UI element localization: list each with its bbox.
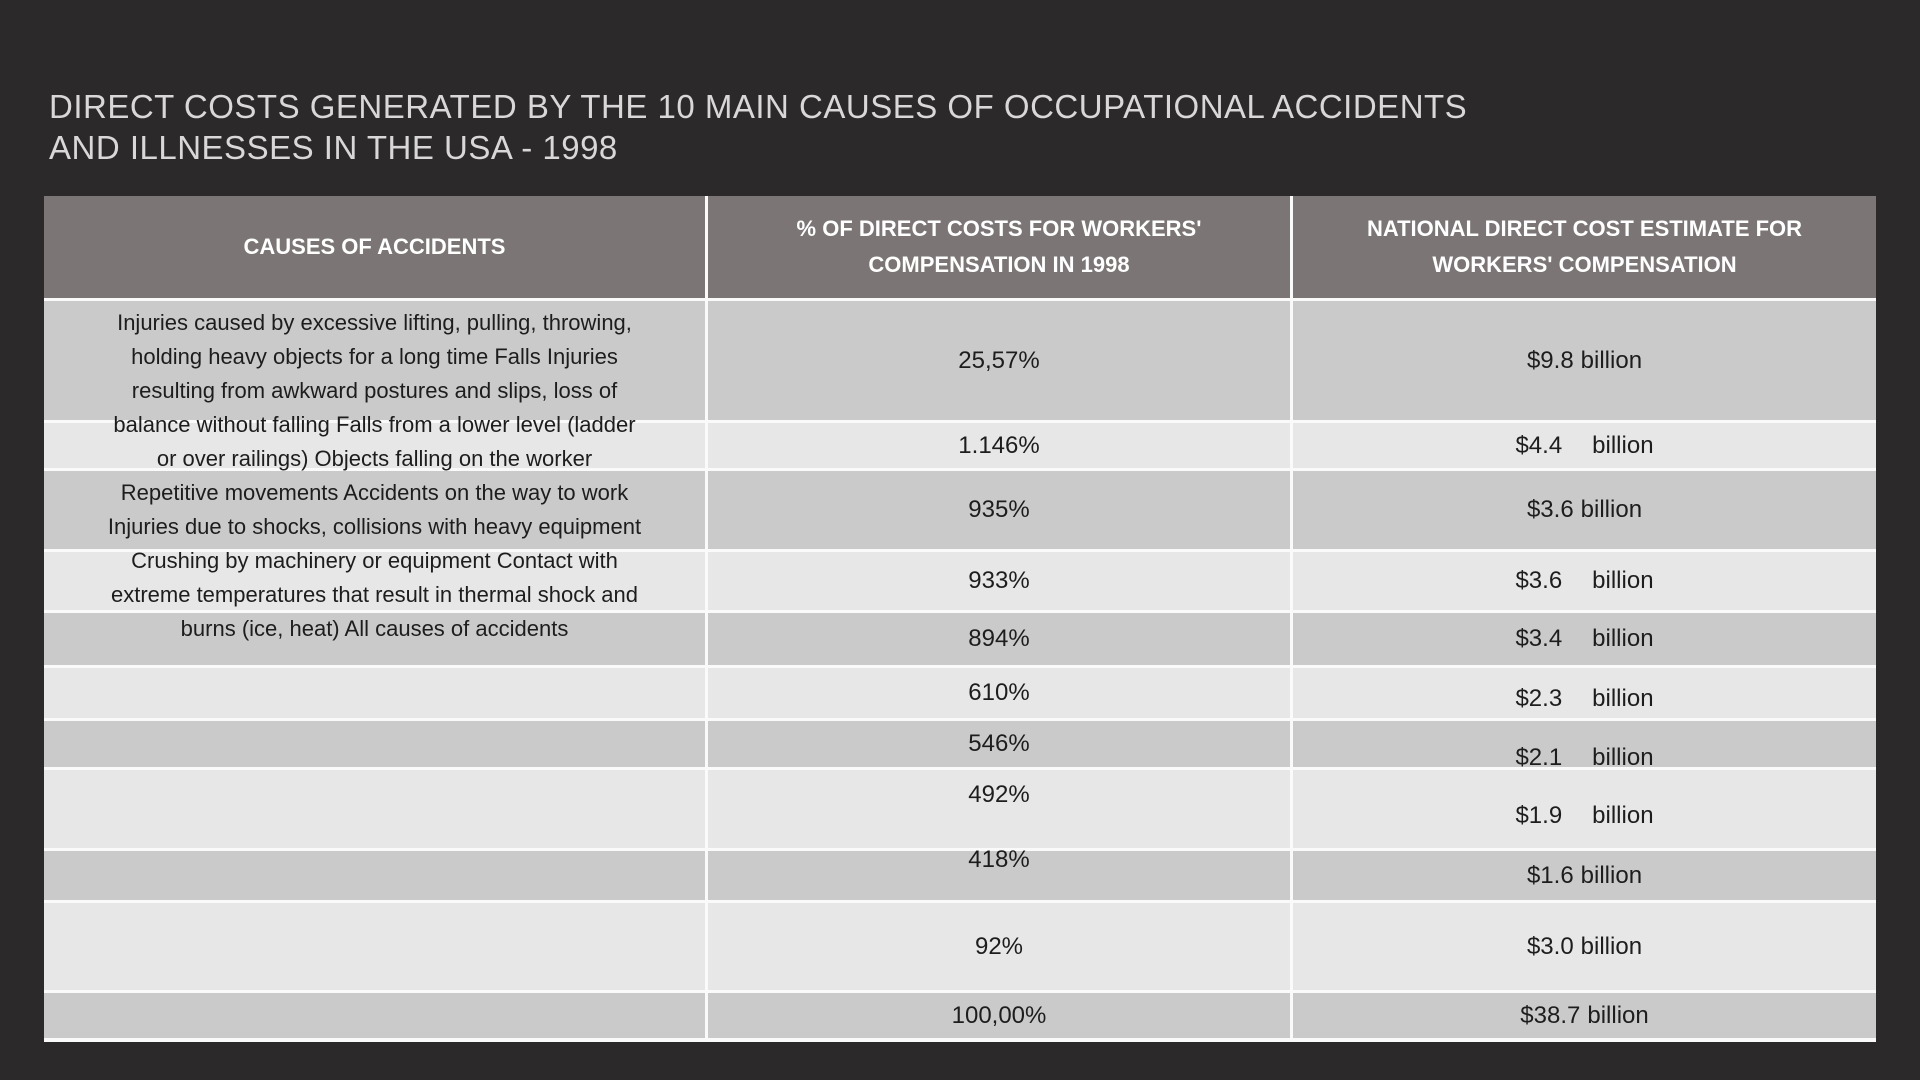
cost-cell: $3.0 billion xyxy=(1293,903,1876,990)
causes-text-line: holding heavy objects for a long time Fa… xyxy=(131,344,618,369)
cost-cell-total: $38.7 billion xyxy=(1293,993,1876,1038)
pct-cell: 933% xyxy=(708,552,1290,610)
pct-cell: 610% xyxy=(708,668,1290,718)
pct-cell: 1.146% xyxy=(708,423,1290,468)
causes-cell xyxy=(44,471,705,549)
pct-cell: 894% xyxy=(708,613,1290,665)
causes-text-line: burns (ice, heat) All causes of accident… xyxy=(180,616,569,641)
causes-text-line: resulting from awkward postures and slip… xyxy=(131,378,618,403)
causes-cell xyxy=(44,423,705,468)
cost-cell: $4.4 billion xyxy=(1293,423,1876,468)
causes-text-line: or over railings) Objects falling on the… xyxy=(156,446,593,471)
causes-cell xyxy=(44,301,705,420)
pct-cell: 418% xyxy=(708,846,1290,900)
pct-cell-total: 100,00% xyxy=(708,993,1290,1038)
pct-cell: 25,57% xyxy=(708,301,1290,420)
causes-text: Injuries caused by excessive lifting, pu… xyxy=(44,306,705,646)
pct-cell: 492% xyxy=(708,770,1290,848)
costs-table: CAUSES OF ACCIDENTS % OF DIRECT COSTS FO… xyxy=(44,196,1876,1042)
causes-text-line: extreme temperatures that result in ther… xyxy=(110,582,639,607)
causes-text-line: Crushing by machinery or equipment Conta… xyxy=(131,548,618,573)
cost-cell: $2.3 billion xyxy=(1293,668,1876,718)
cost-cell: $3.6 billion xyxy=(1293,471,1876,549)
causes-text-line: Injuries due to shocks, collisions with … xyxy=(107,514,642,539)
cost-cell: $1.9 billion xyxy=(1293,770,1876,848)
cost-cell: $9.8 billion xyxy=(1293,301,1876,420)
cost-cell: $2.1 billion xyxy=(1293,721,1876,771)
cost-cell: $3.6 billion xyxy=(1293,552,1876,610)
slide-title-line-1: DIRECT COSTS GENERATED BY THE 10 MAIN CA… xyxy=(49,88,1468,125)
causes-cell xyxy=(44,613,705,665)
slide-title-line-2: AND ILLNESSES IN THE USA - 1998 xyxy=(49,129,618,166)
cost-cell: $1.6 billion xyxy=(1293,851,1876,900)
causes-cell xyxy=(44,851,705,900)
header-pct: % OF DIRECT COSTS FOR WORKERS' COMPENSAT… xyxy=(708,196,1290,298)
causes-cell xyxy=(44,668,705,718)
costs-table-grid: CAUSES OF ACCIDENTS % OF DIRECT COSTS FO… xyxy=(44,196,1876,1038)
cost-cell: $3.4 billion xyxy=(1293,613,1876,665)
pct-cell: 92% xyxy=(708,903,1290,990)
causes-cell xyxy=(44,993,705,1038)
pct-cell: 546% xyxy=(708,721,1290,767)
header-causes: CAUSES OF ACCIDENTS xyxy=(44,196,705,298)
causes-text-line: balance without falling Falls from a low… xyxy=(113,412,636,437)
causes-cell xyxy=(44,721,705,767)
header-cost: NATIONAL DIRECT COST ESTIMATE FOR WORKER… xyxy=(1293,196,1876,298)
causes-cell xyxy=(44,552,705,610)
causes-text-line: Repetitive movements Accidents on the wa… xyxy=(120,480,629,505)
causes-text-line: Injuries caused by excessive lifting, pu… xyxy=(117,310,632,335)
causes-cell xyxy=(44,770,705,848)
causes-cell xyxy=(44,903,705,990)
slide-title: DIRECT COSTS GENERATED BY THE 10 MAIN CA… xyxy=(49,86,1467,168)
pct-cell: 935% xyxy=(708,471,1290,549)
